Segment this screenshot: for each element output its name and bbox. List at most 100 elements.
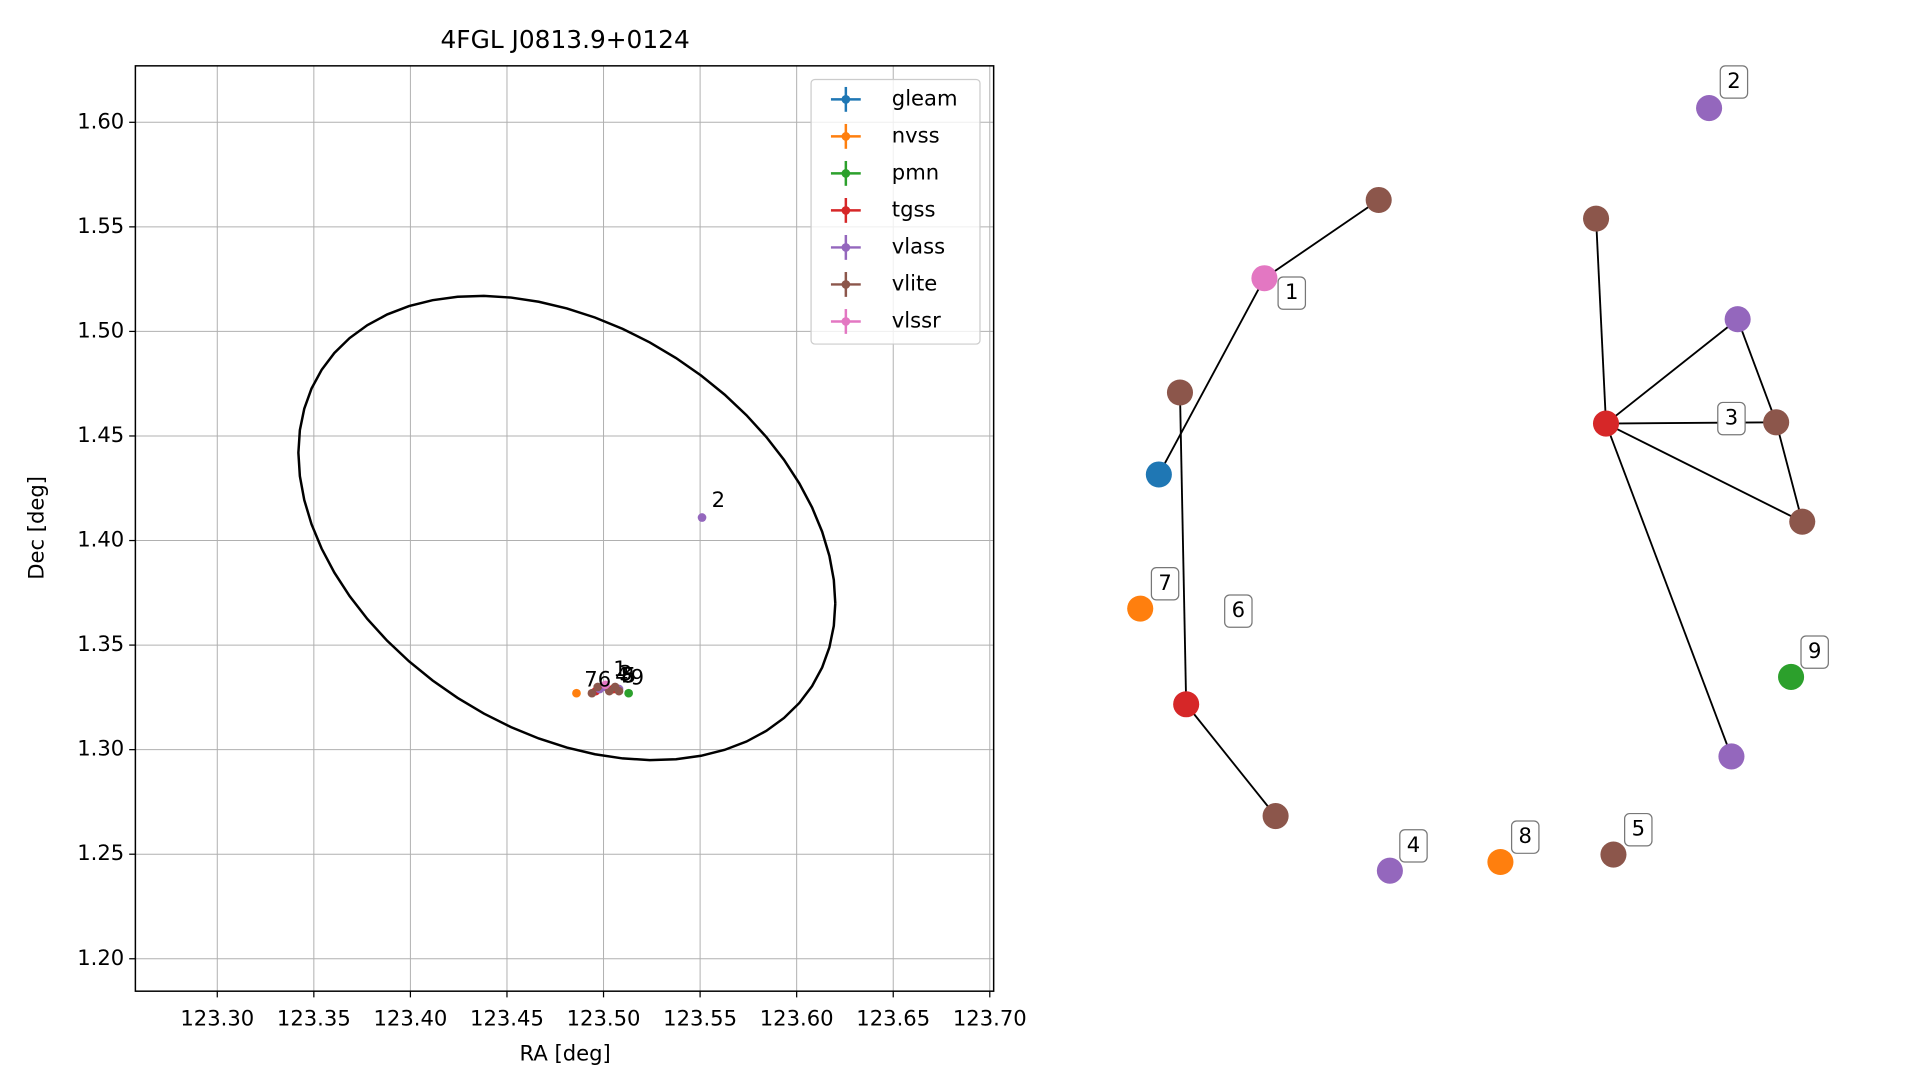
node <box>1376 857 1403 884</box>
point-annotation: 4 <box>615 662 628 687</box>
y-tick-label: 1.40 <box>77 527 124 552</box>
edge <box>1736 318 1778 423</box>
label-box <box>1717 401 1746 436</box>
y-axis-label: Dec [deg] <box>23 476 48 580</box>
y-tick-label: 1.60 <box>77 108 124 133</box>
label-box <box>1150 567 1180 601</box>
node <box>1763 409 1790 436</box>
label-box <box>1624 812 1653 847</box>
edge <box>1179 392 1188 705</box>
node <box>1365 186 1392 214</box>
edge <box>1605 423 1733 757</box>
legend-marker <box>841 206 851 215</box>
node <box>1127 595 1154 622</box>
node-label: 7 <box>1158 570 1171 595</box>
node-label: 2 <box>1727 68 1740 93</box>
y-tick-label: 1.55 <box>77 213 124 238</box>
x-tick-label: 123.40 <box>373 1006 447 1031</box>
node-label: 6 <box>1232 597 1245 622</box>
point <box>587 688 597 698</box>
x-tick-label: 123.45 <box>470 1006 544 1031</box>
node <box>1600 841 1627 868</box>
edge <box>1775 422 1804 522</box>
x-axis-label: RA [deg] <box>520 1041 611 1066</box>
node-label: 8 <box>1519 823 1532 848</box>
node-label: 1 <box>1285 279 1298 304</box>
legend-label: tgss <box>892 196 936 221</box>
point-annotation: 5 <box>623 662 636 687</box>
point-annotation: 2 <box>712 487 725 512</box>
node <box>1487 848 1514 876</box>
node-label: 9 <box>1808 638 1821 663</box>
y-tick-label: 1.30 <box>77 736 124 761</box>
x-tick-label: 123.70 <box>953 1006 1027 1031</box>
x-tick-label: 123.35 <box>277 1006 351 1031</box>
node <box>1696 95 1723 122</box>
x-tick-label: 123.30 <box>180 1006 254 1031</box>
edge <box>1605 422 1803 523</box>
point <box>614 686 624 696</box>
point <box>601 680 610 690</box>
legend-marker <box>841 169 851 178</box>
node-label: 4 <box>1407 832 1420 857</box>
legend-label: vlass <box>892 233 945 258</box>
edge <box>1185 703 1277 817</box>
node <box>1262 803 1289 830</box>
label-box <box>1399 829 1428 863</box>
y-tick-label: 1.45 <box>77 422 124 447</box>
point-annotation: 6 <box>598 667 611 692</box>
error-ellipse <box>297 294 837 762</box>
label-box <box>1277 276 1307 310</box>
edge <box>1263 199 1380 280</box>
legend-marker <box>841 243 851 252</box>
legend-marker <box>841 280 851 289</box>
legend-marker <box>841 317 851 326</box>
node <box>1173 691 1200 718</box>
label-box <box>1224 594 1253 628</box>
edge <box>1595 218 1607 424</box>
label-box <box>1800 635 1829 669</box>
edge <box>1605 318 1739 425</box>
legend-label: vlssr <box>892 307 941 332</box>
node <box>1251 265 1278 292</box>
x-tick-label: 123.60 <box>760 1006 834 1031</box>
point-annotation: 8 <box>621 662 634 687</box>
point-annotation: 3 <box>619 660 632 685</box>
point-annotation: 7 <box>584 667 597 692</box>
x-tick-label: 123.55 <box>663 1006 737 1031</box>
point <box>697 513 707 522</box>
point <box>593 682 603 692</box>
point <box>604 686 614 696</box>
x-tick-label: 123.50 <box>567 1006 641 1031</box>
label-box <box>1719 65 1749 99</box>
point <box>624 688 633 698</box>
x-tick-label: 123.65 <box>856 1006 930 1031</box>
node <box>1789 508 1816 535</box>
plot-frame <box>134 65 995 992</box>
point-annotation: 1 <box>613 656 626 681</box>
chart-title: 4FGL J0813.9+0124 <box>441 25 690 54</box>
legend-label: gleam <box>892 85 958 110</box>
label-box <box>1510 820 1540 854</box>
legend-label: pmn <box>892 159 939 184</box>
node <box>1724 306 1751 333</box>
node <box>1166 379 1194 406</box>
legend-marker <box>841 95 851 104</box>
legend-label: nvss <box>892 122 940 147</box>
node <box>1583 205 1610 232</box>
y-tick-label: 1.20 <box>77 945 124 970</box>
point <box>572 688 581 698</box>
node <box>1718 743 1745 770</box>
legend-box <box>810 78 981 345</box>
node-label: 5 <box>1632 816 1645 841</box>
legend-marker <box>841 132 851 141</box>
y-tick-label: 1.25 <box>77 840 124 865</box>
node <box>1145 461 1172 488</box>
y-tick-label: 1.50 <box>77 317 124 342</box>
y-tick-label: 1.35 <box>77 631 124 656</box>
edge <box>1605 421 1777 425</box>
node <box>1592 410 1620 437</box>
node-label: 3 <box>1725 405 1738 430</box>
